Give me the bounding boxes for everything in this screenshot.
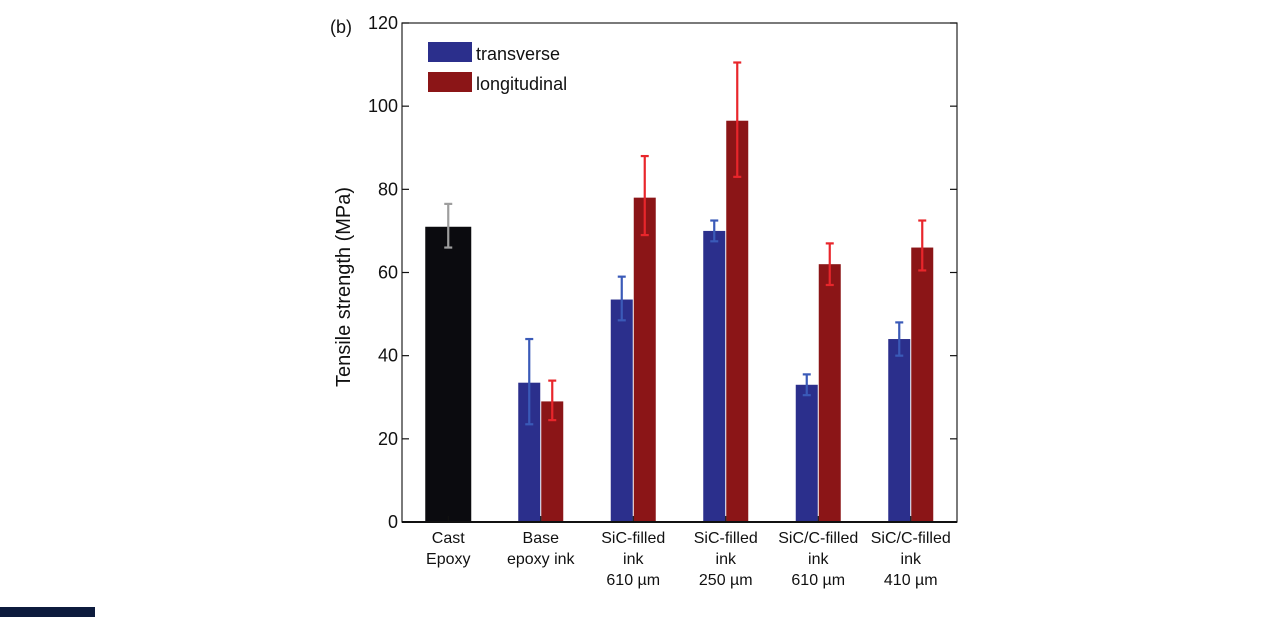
bar-transverse-sic-filled-ink-610-m (610, 299, 633, 522)
error-bars (444, 61, 927, 426)
plot-frame (401, 22, 958, 523)
x-tick-label-sic-filled-ink-250-m: SiC-filled ink 250 µm (694, 530, 758, 589)
x-tick-label-base-epoxy-ink: Base epoxy ink (507, 530, 576, 568)
bar-transverse-sic-filled-ink-250-m (703, 230, 726, 522)
bar-transverse-sic-c-filled-ink-610-m (795, 384, 818, 522)
y-axis-label: Tensile strength (MPa) (333, 187, 355, 387)
legend-swatch-longitudinal (428, 72, 472, 92)
x-tick-label-sic-c-filled-ink-610-m: SiC/C-filled ink 610 µm (778, 530, 858, 589)
y-tick-label-20: 20 (378, 429, 398, 449)
bar-transverse-sic-c-filled-ink-410-m (888, 339, 911, 522)
legend: transverse longitudinal (428, 42, 567, 94)
bar-longitudinal-sic-filled-ink-610-m (633, 197, 656, 522)
bars (425, 120, 934, 523)
y-tick-label-120: 120 (368, 13, 398, 33)
bar-longitudinal-base-epoxy-ink (541, 401, 564, 522)
y-tick-label-0: 0 (388, 512, 398, 532)
corner-decoration (0, 607, 95, 617)
bar-transverse-base-epoxy-ink (518, 382, 541, 522)
y-tick-label-100: 100 (368, 96, 398, 116)
legend-label-transverse: transverse (476, 44, 560, 64)
x-tick-label-cast-epoxy: Cast Epoxy (426, 530, 470, 568)
x-tick-label-sic-filled-ink-610-m: SiC-filled ink 610 µm (601, 530, 665, 589)
y-axis-ticks: 0 20 40 60 80 100 120 (368, 13, 957, 532)
x-tick-label-sic-c-filled-ink-410-m: SiC/C-filled ink 410 µm (871, 530, 951, 589)
bar-cast-epoxy (425, 226, 472, 522)
bar-longitudinal-sic-c-filled-ink-610-m (818, 264, 841, 522)
bar-longitudinal-sic-c-filled-ink-410-m (911, 247, 934, 523)
legend-label-longitudinal: longitudinal (476, 74, 567, 94)
y-tick-label-80: 80 (378, 179, 398, 199)
legend-swatch-transverse (428, 42, 472, 62)
panel-label: (b) (330, 17, 352, 37)
y-tick-label-60: 60 (378, 263, 398, 283)
y-tick-label-40: 40 (378, 346, 398, 366)
x-axis-ticks: Cast Epoxy Base epoxy ink SiC-filled ink 610 µ… (426, 516, 951, 589)
bar-longitudinal-sic-filled-ink-250-m (726, 120, 749, 523)
